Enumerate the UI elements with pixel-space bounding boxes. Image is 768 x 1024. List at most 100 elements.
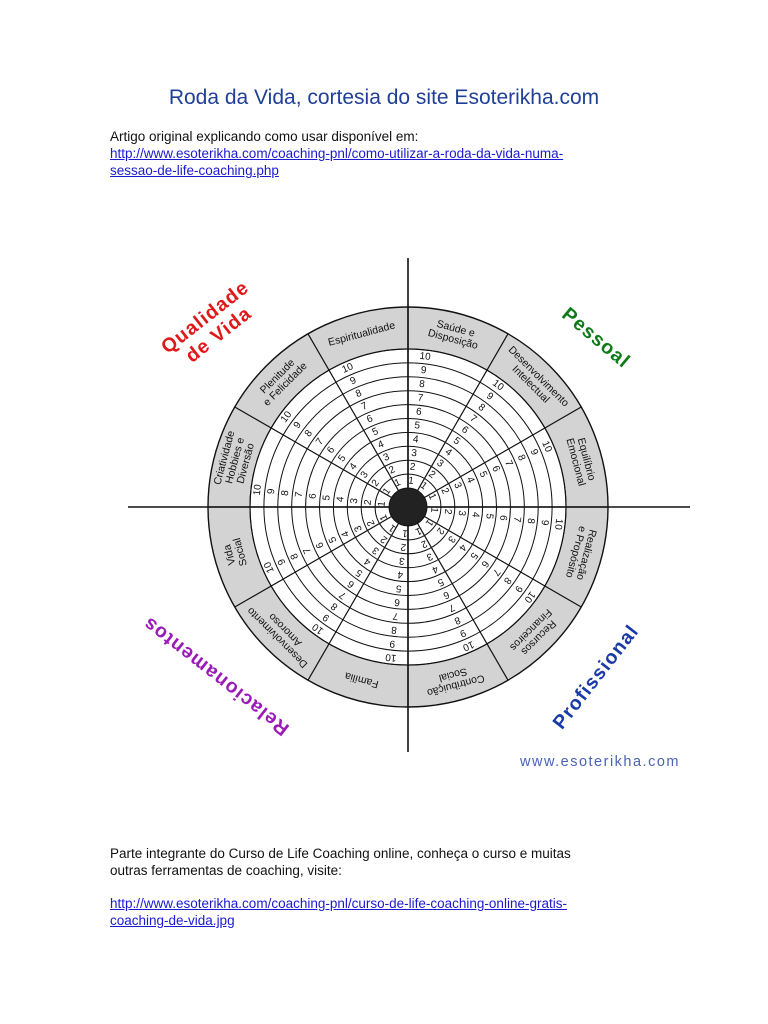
scale-number: 10 (539, 439, 554, 454)
scale-number: 4 (443, 447, 454, 459)
outro-link-line-2[interactable]: coaching-de-vida.jpg (110, 913, 235, 928)
scale-number: 5 (451, 435, 462, 447)
scale-number: 9 (292, 420, 304, 431)
outro-text-line-1: Parte integrante do Curso de Life Coachi… (110, 846, 571, 861)
scale-number: 8 (303, 428, 315, 439)
scale-number: 9 (528, 448, 540, 458)
scale-number: 2 (442, 508, 454, 515)
scale-number: 5 (354, 566, 365, 578)
scale-number: 2 (400, 541, 407, 553)
scale-number: 7 (360, 400, 370, 412)
scale-number: 7 (294, 491, 306, 498)
scale-number: 2 (409, 462, 416, 474)
scale-number: 6 (365, 413, 375, 425)
scale-number: 7 (490, 567, 502, 578)
segment-divider (307, 333, 400, 491)
scale-number: 1 (401, 527, 408, 539)
scale-number: 7 (446, 601, 456, 613)
scale-number: 2 (370, 477, 382, 488)
scale-number: 9 (266, 488, 278, 495)
scale-number: 6 (393, 596, 400, 608)
scale-number: 9 (458, 627, 468, 639)
scale-number: 2 (378, 533, 389, 545)
scale-number: 6 (415, 406, 422, 418)
scale-number: 7 (502, 459, 514, 469)
scale-number: 1 (408, 475, 415, 487)
scale-number: 10 (384, 651, 397, 663)
scale-number: 7 (468, 413, 479, 425)
segment-divider (234, 515, 392, 608)
outro-link-line-1[interactable]: http://www.esoterikha.com/coaching-pnl/c… (110, 896, 567, 911)
scale-number: 10 (552, 518, 564, 531)
scale-number: 6 (345, 577, 356, 589)
scale-number: 1 (428, 507, 440, 514)
scale-number: 5 (321, 494, 333, 501)
scale-number: 3 (352, 523, 364, 533)
scale-number: 5 (467, 550, 479, 561)
scale-number: 8 (329, 600, 340, 612)
scale-number: 9 (321, 611, 332, 623)
scale-number: 4 (456, 542, 468, 553)
scale-number: 4 (469, 511, 481, 518)
scale-number: 1 (423, 517, 435, 528)
scale-number: 5 (395, 582, 402, 594)
scale-number: 5 (483, 513, 495, 520)
scale-number: 3 (382, 451, 392, 463)
scale-number: 3 (456, 510, 468, 517)
scale-number: 8 (501, 575, 513, 586)
scale-number: 7 (511, 516, 523, 523)
scale-number: 8 (289, 551, 301, 561)
scale-number: 10 (340, 361, 355, 376)
scale-number: 10 (262, 560, 277, 575)
scale-number: 8 (354, 388, 364, 400)
scale-number: 7 (392, 610, 399, 622)
scale-number: 7 (417, 393, 424, 405)
scale-number: 6 (489, 464, 501, 474)
scale-number: 4 (362, 555, 373, 567)
scale-number: 1 (378, 512, 390, 522)
scale-number: 4 (412, 434, 419, 446)
scale-number: 7 (314, 436, 326, 447)
scale-number: 5 (336, 453, 348, 464)
scale-number: 8 (419, 379, 426, 391)
scale-number: 8 (515, 453, 527, 463)
scale-number: 8 (476, 402, 487, 414)
scale-number: 6 (497, 514, 509, 521)
scale-number: 6 (441, 588, 451, 600)
scale-number: 7 (301, 545, 313, 555)
outro-text-line-2: outras ferramentas de coaching, visite: (110, 863, 342, 878)
scale-number: 1 (387, 522, 398, 534)
scale-number: 3 (445, 533, 457, 544)
scale-number: 1 (376, 500, 388, 507)
quadrant-title: Profissional (549, 621, 644, 734)
scale-number: 10 (419, 351, 432, 363)
intro-text: Artigo original explicando como usar dis… (110, 129, 419, 144)
quadrant-title-line: Profissional (549, 621, 644, 734)
scale-number: 3 (424, 550, 434, 562)
segment-divider (424, 515, 582, 608)
scale-number: 5 (371, 426, 381, 438)
scale-number: 2 (426, 469, 437, 481)
scale-number: 10 (252, 483, 264, 496)
scale-number: 2 (419, 537, 429, 549)
scale-number: 9 (538, 519, 550, 526)
scale-number: 1 (418, 480, 429, 492)
scale-number: 4 (348, 461, 360, 472)
scale-number: 2 (365, 518, 377, 528)
scale-number: 7 (337, 589, 348, 601)
scale-number: 1 (413, 525, 423, 537)
scale-number: 3 (349, 497, 361, 504)
intro-link-line-1[interactable]: http://www.esoterikha.com/coaching-pnl/c… (110, 146, 564, 161)
scale-number: 3 (370, 544, 381, 556)
intro-link-line-2[interactable]: sessao-de-life-coaching.php (110, 163, 279, 178)
site-watermark: www.esoterikha.com (520, 754, 680, 770)
scale-number: 3 (359, 469, 371, 480)
scale-number: 6 (459, 424, 470, 436)
scale-number: 9 (484, 391, 495, 403)
scale-number: 1 (381, 486, 393, 497)
scale-number: 9 (420, 365, 427, 377)
scale-number: 10 (461, 638, 476, 653)
scale-number: 3 (411, 448, 418, 460)
scale-number: 4 (397, 568, 404, 580)
